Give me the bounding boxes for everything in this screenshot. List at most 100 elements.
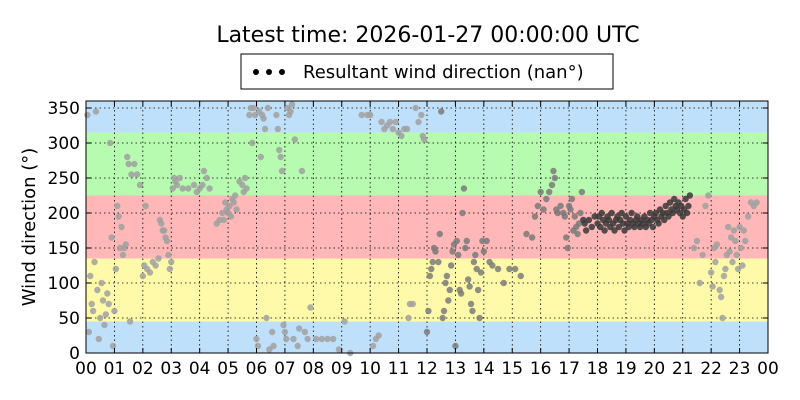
data-point bbox=[432, 248, 439, 255]
data-point bbox=[128, 171, 135, 178]
x-tick-label: 07 bbox=[274, 359, 296, 379]
data-point bbox=[378, 118, 385, 126]
data-point bbox=[465, 276, 472, 283]
data-point bbox=[146, 269, 154, 276]
data-point bbox=[98, 279, 105, 287]
data-point bbox=[578, 188, 586, 196]
data-point bbox=[335, 346, 343, 353]
x-tick-label: 04 bbox=[189, 359, 211, 379]
data-point bbox=[722, 265, 729, 273]
data-point bbox=[720, 272, 728, 280]
data-point bbox=[717, 293, 725, 301]
data-point bbox=[118, 223, 125, 231]
data-point bbox=[608, 209, 615, 217]
data-point bbox=[548, 181, 556, 189]
data-point bbox=[398, 132, 405, 140]
y-tick-label: 0 bbox=[69, 344, 80, 364]
data-point bbox=[662, 202, 669, 210]
data-point bbox=[705, 192, 712, 199]
data-point bbox=[166, 265, 174, 273]
data-point bbox=[457, 290, 465, 297]
data-point bbox=[418, 111, 425, 119]
data-point bbox=[251, 111, 259, 119]
data-point bbox=[203, 174, 210, 182]
data-point bbox=[158, 220, 165, 227]
data-point bbox=[582, 227, 590, 234]
data-point bbox=[631, 223, 638, 231]
data-point bbox=[540, 206, 547, 213]
data-point bbox=[226, 202, 233, 210]
data-point bbox=[753, 199, 760, 206]
data-point bbox=[412, 104, 419, 112]
x-tick-label: 18 bbox=[587, 359, 609, 379]
data-point bbox=[543, 195, 550, 203]
data-point bbox=[386, 118, 394, 126]
data-point bbox=[730, 227, 738, 234]
data-point bbox=[564, 244, 571, 252]
data-point bbox=[534, 202, 542, 210]
data-point bbox=[463, 237, 470, 245]
legend-marker-3 bbox=[279, 69, 285, 75]
data-point bbox=[474, 286, 482, 294]
data-point bbox=[725, 223, 732, 231]
data-point bbox=[425, 307, 432, 315]
data-point bbox=[160, 227, 168, 234]
x-tick-label: 06 bbox=[246, 359, 268, 379]
chart-title: Latest time: 2026-01-27 00:00:00 UTC bbox=[216, 23, 639, 48]
data-point bbox=[494, 265, 502, 273]
data-point bbox=[185, 185, 192, 192]
legend-label: Resultant wind direction (nan°) bbox=[303, 62, 584, 83]
data-point bbox=[511, 265, 519, 273]
data-point bbox=[241, 174, 249, 182]
data-point bbox=[270, 342, 277, 350]
data-point bbox=[85, 328, 93, 336]
x-tick-label: 05 bbox=[217, 359, 239, 379]
x-tick-label: 11 bbox=[388, 359, 410, 379]
data-point bbox=[744, 213, 752, 220]
data-point bbox=[111, 307, 118, 315]
data-point bbox=[126, 318, 134, 325]
data-point bbox=[483, 237, 490, 245]
data-point bbox=[462, 244, 469, 252]
data-point bbox=[682, 195, 689, 203]
data-point bbox=[324, 335, 331, 343]
y-axis-label: Wind direction (°) bbox=[19, 148, 40, 307]
y-tick-label: 300 bbox=[48, 134, 80, 154]
data-point bbox=[114, 202, 121, 210]
data-point bbox=[685, 202, 692, 210]
data-point bbox=[102, 311, 110, 318]
data-point bbox=[435, 258, 442, 266]
legend: Resultant wind direction (nan°) bbox=[240, 53, 614, 90]
data-point bbox=[369, 342, 377, 350]
x-tick-label: 00 bbox=[75, 359, 97, 379]
data-point bbox=[200, 167, 208, 175]
data-point bbox=[696, 279, 703, 287]
data-point bbox=[222, 199, 229, 206]
data-point bbox=[168, 258, 175, 266]
data-point bbox=[452, 342, 459, 350]
data-point bbox=[239, 181, 246, 189]
data-point bbox=[274, 125, 282, 133]
y-tick-label: 150 bbox=[48, 239, 80, 259]
data-point bbox=[231, 192, 239, 199]
data-point bbox=[466, 283, 473, 290]
data-point bbox=[415, 118, 422, 126]
data-point bbox=[442, 279, 449, 287]
data-point bbox=[312, 335, 320, 343]
data-point bbox=[420, 136, 428, 143]
data-point bbox=[699, 251, 706, 259]
legend-marker-1 bbox=[253, 69, 259, 75]
data-point bbox=[278, 167, 286, 175]
x-tick-label: 14 bbox=[473, 359, 495, 379]
data-point bbox=[366, 111, 374, 119]
data-point bbox=[581, 220, 588, 227]
x-tick-label: 22 bbox=[700, 359, 722, 379]
data-point bbox=[291, 136, 299, 143]
data-point bbox=[283, 335, 290, 343]
data-point bbox=[577, 209, 584, 217]
data-point bbox=[739, 262, 746, 269]
data-point bbox=[574, 230, 581, 238]
data-point bbox=[618, 209, 625, 217]
data-point bbox=[358, 111, 365, 119]
